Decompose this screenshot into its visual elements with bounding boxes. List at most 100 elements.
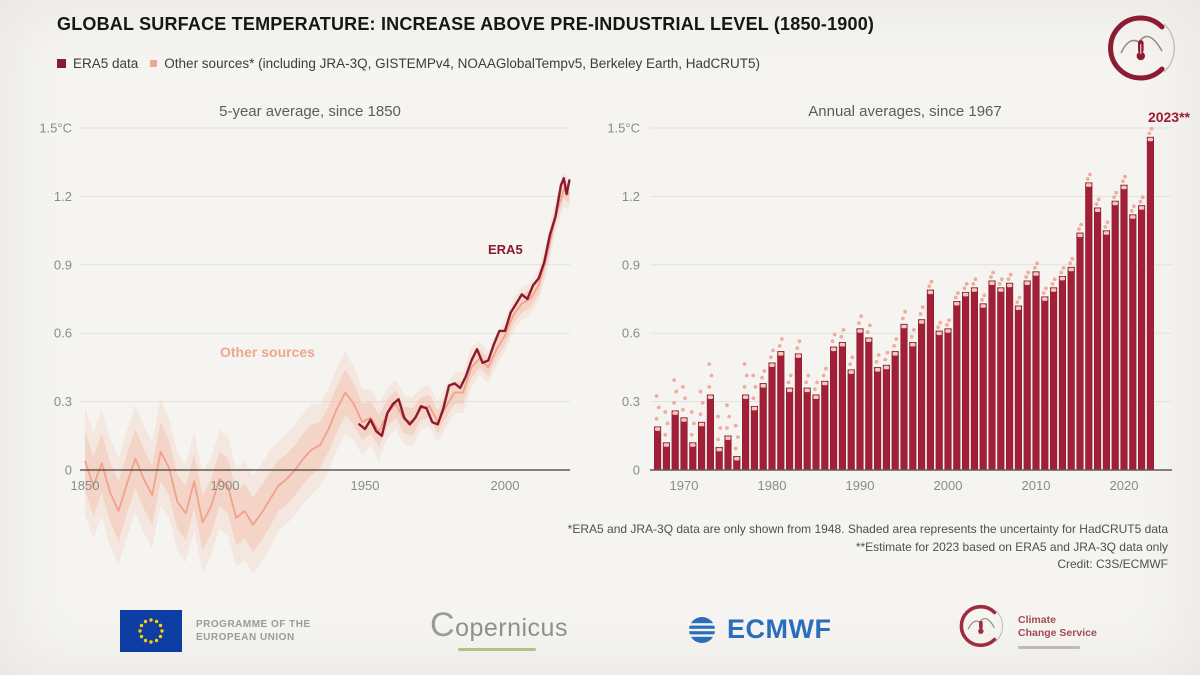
other-sources-marker	[681, 385, 685, 389]
eu-text-line1: PROGRAMME OF THE	[196, 619, 311, 630]
bar-2007	[1006, 282, 1014, 471]
bar-1970	[680, 417, 688, 471]
other-sources-marker	[707, 385, 712, 389]
other-sources-marker	[1068, 261, 1072, 266]
other-sources-marker	[742, 385, 747, 389]
x-tick-label: 1990	[846, 478, 875, 493]
bar-1977	[742, 394, 750, 471]
other-sources-marker	[909, 334, 914, 339]
other-sources-marker	[989, 275, 993, 279]
other-sources-marker	[1114, 190, 1119, 195]
x-tick-label: 1980	[758, 478, 787, 493]
uncertainty-band-outer	[85, 173, 570, 574]
bar-1988	[838, 342, 846, 471]
other-sources-marker	[725, 403, 729, 408]
ecmwf-logo: ECMWF	[685, 614, 831, 645]
bar-1982	[786, 387, 794, 471]
bar-2019	[1111, 200, 1119, 471]
other-sources-marker	[938, 320, 943, 325]
other-sources-marker	[1041, 291, 1046, 295]
other-sources-marker	[1140, 195, 1145, 200]
legend: ERA5 data Other sources* (including JRA-…	[57, 56, 760, 71]
other-sources-marker	[1088, 172, 1092, 177]
y-tick-label: 0.6	[54, 326, 72, 341]
other-sources-marker	[868, 323, 872, 328]
other-sources-marker	[769, 355, 773, 360]
other-sources-marker	[839, 334, 844, 339]
other-sources-marker	[1147, 131, 1152, 136]
bar-cap	[654, 427, 661, 431]
bar-cap	[742, 395, 749, 399]
other-sources-marker	[892, 344, 896, 348]
y-tick-label: 0.9	[622, 257, 640, 272]
bar-1992	[874, 367, 882, 471]
other-sources-marker	[689, 410, 694, 414]
bar-2017	[1094, 207, 1102, 471]
bar-1991	[865, 337, 873, 471]
other-sources-marker	[806, 373, 811, 378]
other-sources-marker	[736, 435, 740, 439]
bar-cap	[1050, 288, 1057, 292]
other-sources-marker	[654, 416, 659, 421]
other-sources-marker	[672, 378, 676, 382]
other-sources-marker	[1070, 256, 1075, 261]
other-sources-marker	[1052, 277, 1057, 282]
other-sources-marker	[964, 282, 969, 286]
bar-2022	[1138, 205, 1146, 471]
other-sources-marker	[744, 373, 749, 378]
bar-1973	[706, 394, 714, 471]
bar-1980	[768, 362, 776, 471]
other-sources-marker	[780, 337, 784, 341]
other-sources-marker	[876, 353, 881, 357]
footnote-2: **Estimate for 2023 based on ERA5 and JR…	[855, 539, 1168, 554]
y-tick-label: 0	[633, 463, 640, 478]
c3s-text-line2: Change Service	[1018, 627, 1097, 639]
other-sources-marker	[841, 328, 846, 332]
other-sources-marker	[733, 423, 738, 428]
other-sources-marker	[1008, 272, 1013, 277]
other-sources-marker	[947, 318, 951, 323]
bar-1983	[794, 353, 802, 471]
other-sources-marker	[762, 369, 767, 373]
other-sources-marker	[777, 344, 782, 348]
c3s-crescent-thermometer-icon	[1108, 15, 1176, 81]
other-sources-marker	[683, 396, 687, 401]
bar-1996	[909, 342, 917, 471]
bar-cap	[883, 365, 890, 370]
eu-text-line2: EUROPEAN UNION	[196, 632, 295, 643]
bar-cap	[1024, 281, 1030, 285]
bar-1989	[847, 369, 855, 471]
other-sources-marker	[1121, 179, 1125, 184]
other-sources-line	[84, 188, 570, 526]
x-tick-label: 1950	[351, 478, 380, 493]
bar-cap	[1094, 208, 1101, 212]
other-sources-marker	[824, 366, 828, 371]
bar-cap	[989, 281, 995, 285]
bar-1986	[821, 380, 829, 471]
other-sources-marker	[894, 337, 899, 341]
other-sources-marker	[1024, 275, 1028, 279]
other-sources-marker	[753, 385, 758, 389]
bar-cap	[980, 304, 986, 308]
other-sources-marker	[1123, 174, 1127, 179]
bar-cap	[927, 290, 934, 295]
other-sources-marker	[971, 282, 976, 286]
other-sources-marker	[654, 394, 659, 398]
y-tick-label: 1.5°C	[39, 121, 72, 136]
bar-cap	[910, 342, 916, 347]
bar-1975	[724, 435, 732, 471]
other-sources-marker	[709, 373, 714, 378]
ecmwf-icon	[688, 616, 716, 643]
other-sources-marker	[1006, 277, 1011, 282]
bar-cap	[786, 388, 793, 393]
bar-cap	[698, 422, 705, 427]
other-sources-marker	[760, 375, 764, 380]
left-chart-title: 5-year average, since 1850	[219, 103, 401, 120]
eu-flag-icon	[120, 610, 182, 652]
bar-1987	[830, 346, 838, 471]
copernicus-wordmark: Copernicus	[430, 606, 568, 644]
bar-cap	[1112, 201, 1118, 206]
other-sources-marker	[857, 321, 861, 325]
bar-cap	[751, 406, 758, 411]
other-sources-marker	[718, 426, 723, 430]
